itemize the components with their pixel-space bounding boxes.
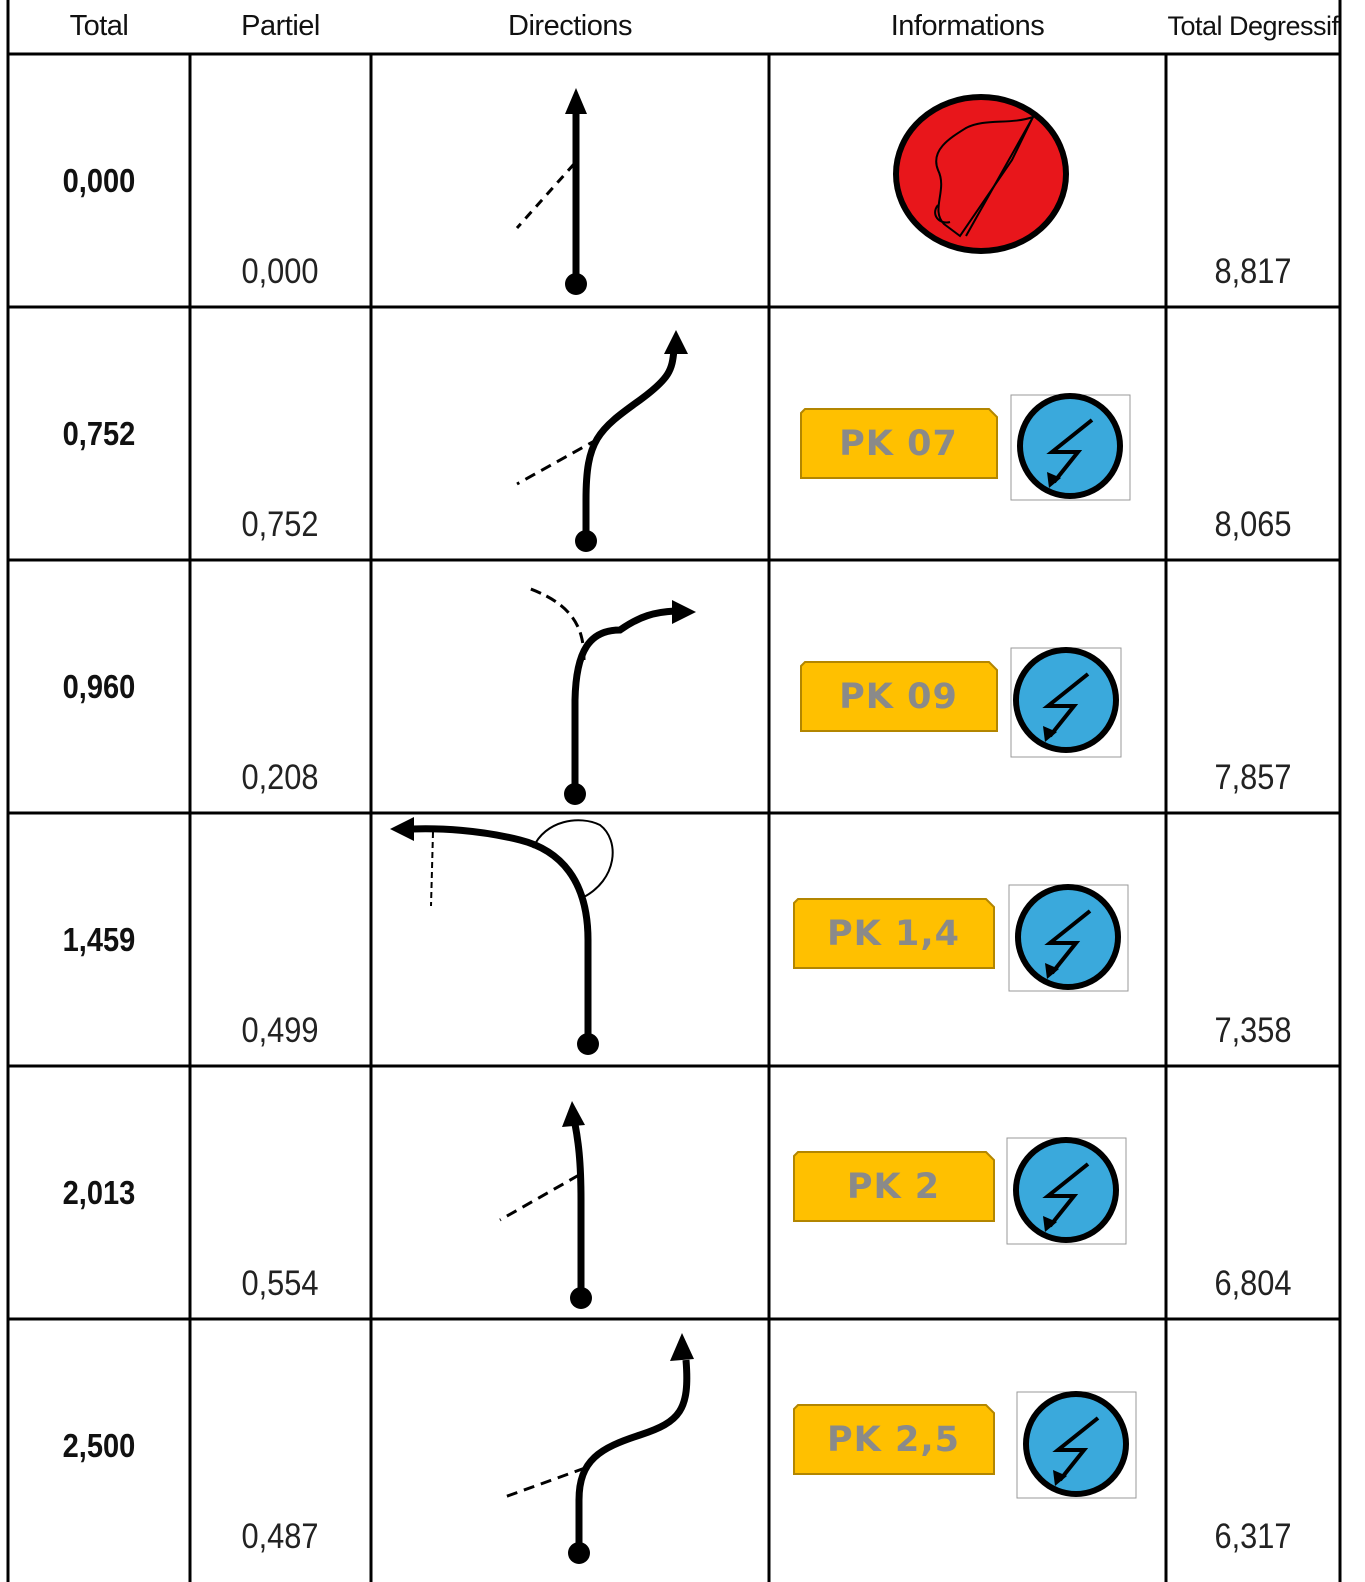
pk-marker-plate: PK 07 — [799, 407, 998, 480]
partial-distance: 0,499 — [241, 1011, 319, 1050]
header-total: Total — [69, 9, 129, 42]
total-distance: 0,752 — [62, 414, 136, 452]
degressive-distance: 7,857 — [1214, 758, 1292, 797]
partial-distance: 0,487 — [241, 1517, 319, 1556]
degressive-distance: 8,065 — [1214, 505, 1292, 544]
degressive-distance: 8,817 — [1214, 252, 1292, 291]
pk-label: PK 09 — [839, 676, 958, 717]
pk-plate-shape — [793, 898, 995, 969]
partial-distance: 0,000 — [241, 252, 319, 291]
pk-plate-shape — [800, 661, 998, 732]
header-partiel: Partiel — [241, 9, 320, 42]
header-informations: Informations — [890, 9, 1045, 42]
pk-plate-shape — [793, 1404, 995, 1475]
pk-marker-plate: PK 2 — [792, 1150, 995, 1223]
degressive-distance: 6,317 — [1214, 1517, 1292, 1556]
pk-label: PK 2 — [846, 1166, 941, 1207]
total-distance: 2,500 — [62, 1426, 136, 1464]
total-distance: 2,013 — [62, 1173, 136, 1211]
partial-distance: 0,208 — [241, 758, 319, 797]
pk-label: PK 2,5 — [827, 1419, 960, 1460]
pk-plate-shape — [800, 408, 998, 479]
header-total-degressif: Total Degressif — [1167, 10, 1339, 41]
pk-marker-plate: PK 09 — [799, 660, 998, 733]
total-distance: 1,459 — [62, 920, 136, 958]
total-distance: 0,000 — [62, 161, 136, 199]
pk-marker-plate: PK 2,5 — [792, 1403, 995, 1476]
pk-label: PK 07 — [839, 423, 958, 464]
total-distance: 0,960 — [62, 667, 136, 705]
partial-distance: 0,554 — [241, 1264, 319, 1303]
partial-distance: 0,752 — [241, 505, 319, 544]
pk-marker-plate: PK 1,4 — [792, 897, 995, 970]
degressive-distance: 7,358 — [1214, 1011, 1292, 1050]
pk-plate-shape — [793, 1151, 995, 1222]
header-directions: Directions — [508, 9, 632, 42]
degressive-distance: 6,804 — [1214, 1264, 1292, 1303]
pk-label: PK 1,4 — [827, 913, 960, 954]
